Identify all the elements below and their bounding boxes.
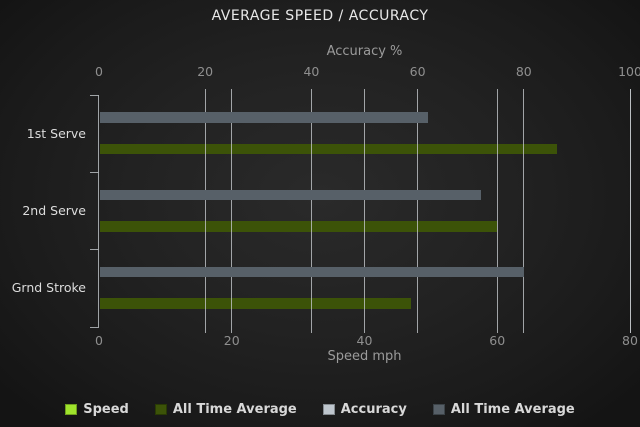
category-label-1st-serve: 1st Serve: [26, 125, 86, 141]
accuracy-tick-label: 40: [303, 64, 320, 79]
gridline-accuracy-20: [204, 89, 206, 333]
gridline-accuracy-80: [523, 89, 525, 333]
gridline-accuracy-60: [417, 89, 419, 333]
speed-axis-label: Speed mph: [327, 349, 402, 364]
legend-item-accuracy: Accuracy: [322, 401, 407, 417]
accuracy-axis-label: Accuracy %: [326, 44, 403, 59]
legend-item-all-time-average: All Time Average: [154, 401, 297, 417]
legend-swatch-speed: [65, 403, 78, 415]
category-axis-tick: [90, 249, 99, 251]
bar-all-time-average-2nd-serve: [99, 189, 482, 201]
legend-swatch-all-time-average: [154, 403, 167, 415]
category-label-grnd-stroke: Grnd Stroke: [11, 280, 86, 296]
gridline-speed-60: [496, 89, 498, 333]
y-axis-line: [98, 95, 99, 327]
gridline-speed-20: [231, 89, 233, 333]
category-label-2nd-serve: 2nd Serve: [22, 203, 86, 218]
gridline-speed-80: [629, 89, 631, 333]
speed-tick-label: 20: [223, 333, 240, 348]
accuracy-tick-label: 60: [409, 64, 426, 79]
accuracy-tick-label: 0: [95, 64, 103, 79]
chart-title: AVERAGE SPEED / ACCURACY: [211, 8, 429, 24]
accuracy-tick-label: 20: [197, 64, 214, 79]
legend-label: All Time Average: [172, 401, 297, 417]
category-axis-tick: [90, 171, 99, 173]
gridline-speed-40: [364, 89, 365, 333]
accuracy-tick-label: 80: [515, 64, 532, 79]
accuracy-tick-label: 100: [618, 64, 640, 79]
legend-label: Speed: [83, 401, 129, 417]
bar-all-time-average-1st-serve: [99, 112, 429, 123]
speed-tick-label: 80: [622, 333, 638, 348]
legend-item-all-time-average: All Time Average: [432, 401, 575, 417]
bar-all-time-average-grnd-stroke: [99, 266, 524, 278]
category-axis-tick: [90, 326, 99, 328]
legend-label: All Time Average: [450, 401, 575, 417]
speed-tick-label: 40: [356, 333, 373, 348]
legend-item-speed: Speed: [65, 402, 129, 417]
gridline-accuracy-40: [310, 89, 312, 333]
speed-tick-label: 0: [95, 333, 103, 348]
category-axis-tick: [90, 94, 99, 96]
bar-all-time-average-1st-serve: [99, 143, 557, 155]
bar-all-time-average-2nd-serve: [99, 221, 498, 232]
legend: Speed All Time Average Accuracy All Time Av…: [0, 398, 640, 420]
legend-label: Accuracy: [340, 401, 407, 417]
legend-swatch-accuracy: [322, 403, 335, 415]
bar-all-time-average-grnd-stroke: [99, 298, 411, 309]
speed-tick-label: 60: [489, 333, 506, 348]
legend-swatch-all-time-average: [432, 403, 445, 415]
